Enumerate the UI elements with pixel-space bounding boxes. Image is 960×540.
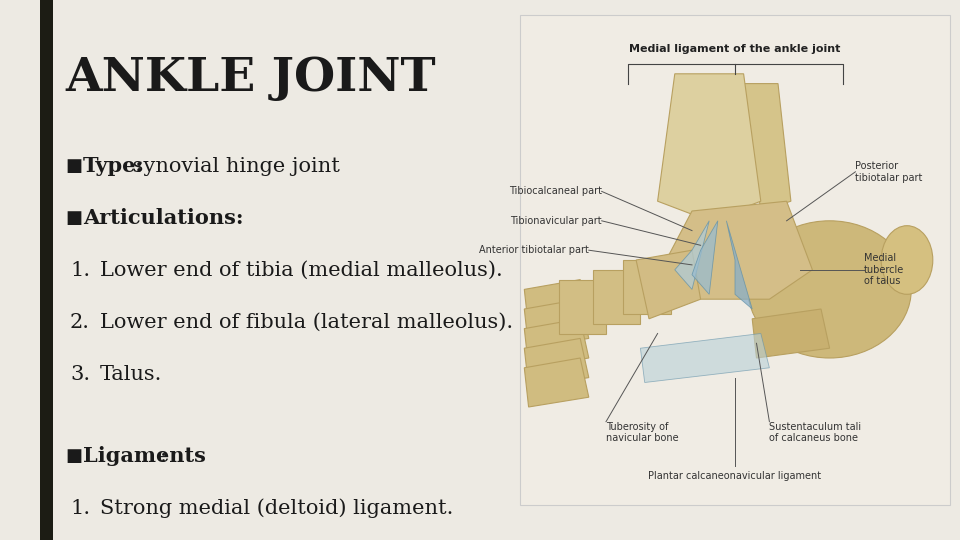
Text: ANKLE JOINT: ANKLE JOINT xyxy=(65,55,436,101)
Polygon shape xyxy=(666,201,812,299)
Polygon shape xyxy=(675,221,709,289)
Text: ■: ■ xyxy=(65,209,82,227)
Polygon shape xyxy=(524,319,588,368)
Polygon shape xyxy=(658,74,760,221)
Polygon shape xyxy=(744,84,791,211)
Text: Lower end of tibia (medial malleolus).: Lower end of tibia (medial malleolus). xyxy=(100,260,503,280)
Text: ■: ■ xyxy=(65,157,82,175)
Text: Medial
tubercle
of talus: Medial tubercle of talus xyxy=(864,253,904,286)
Text: Sustentaculum tali
of calcaneus bone: Sustentaculum tali of calcaneus bone xyxy=(769,422,861,443)
Text: Anterior tibiotalar part: Anterior tibiotalar part xyxy=(479,245,588,255)
Ellipse shape xyxy=(748,221,911,358)
Text: Posterior
tibiotalar part: Posterior tibiotalar part xyxy=(855,161,923,183)
Text: Type:: Type: xyxy=(83,156,144,176)
Ellipse shape xyxy=(881,226,933,294)
Text: Talus.: Talus. xyxy=(100,364,162,383)
Polygon shape xyxy=(524,339,588,387)
Text: Strong medial (deltoid) ligament.: Strong medial (deltoid) ligament. xyxy=(100,498,453,518)
Text: Tibiocalcaneal part: Tibiocalcaneal part xyxy=(509,186,602,197)
Bar xyxy=(40,0,53,540)
Polygon shape xyxy=(524,358,588,407)
Text: Plantar calcaneonavicular ligament: Plantar calcaneonavicular ligament xyxy=(648,470,822,481)
Text: 3.: 3. xyxy=(70,364,90,383)
Text: Lower end of fibula (lateral malleolus).: Lower end of fibula (lateral malleolus). xyxy=(100,313,514,332)
Polygon shape xyxy=(636,250,701,319)
Text: Ligaments: Ligaments xyxy=(83,446,205,466)
Polygon shape xyxy=(559,280,606,334)
Polygon shape xyxy=(640,334,769,382)
Polygon shape xyxy=(692,221,718,294)
Text: :: : xyxy=(159,447,166,465)
FancyBboxPatch shape xyxy=(520,15,950,505)
Text: synovial hinge joint: synovial hinge joint xyxy=(126,157,340,176)
Text: Medial ligament of the ankle joint: Medial ligament of the ankle joint xyxy=(630,44,841,55)
Text: 2.: 2. xyxy=(70,313,90,332)
Text: 1.: 1. xyxy=(70,498,90,517)
Polygon shape xyxy=(623,260,670,314)
Polygon shape xyxy=(753,309,829,358)
Polygon shape xyxy=(727,221,753,309)
Text: Articulations:: Articulations: xyxy=(83,208,244,228)
Text: Tuberosity of
navicular bone: Tuberosity of navicular bone xyxy=(606,422,679,443)
Polygon shape xyxy=(593,270,640,323)
Text: Tibionavicular part: Tibionavicular part xyxy=(510,216,602,226)
Polygon shape xyxy=(524,280,588,329)
Polygon shape xyxy=(524,299,588,348)
Text: 1.: 1. xyxy=(70,260,90,280)
Text: ■: ■ xyxy=(65,447,82,465)
